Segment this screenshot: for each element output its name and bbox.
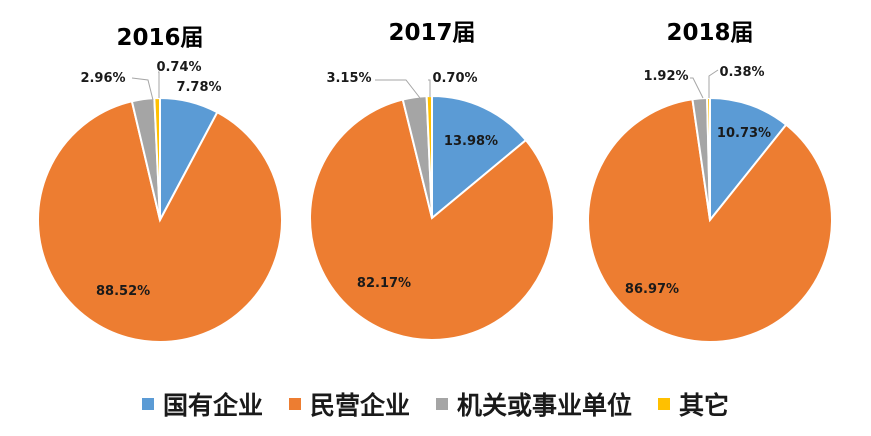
legend-item-government: 机关或事业单位 (436, 386, 632, 422)
leader-line-other (708, 69, 719, 98)
leader-line-government (375, 79, 421, 99)
legend-swatch-government (436, 398, 448, 410)
data-label-other: 0.38% (719, 65, 764, 80)
legend-swatch-other (658, 398, 671, 410)
leader-line-government (131, 77, 154, 101)
data-label-government: 1.92% (643, 69, 688, 84)
data-label-private: 86.97% (625, 282, 679, 297)
data-label-government: 3.15% (326, 71, 371, 86)
pie-chart-1: 2016届 7.78% 88.52% 2.96% 0.74% (37, 25, 283, 343)
data-label-other: 0.70% (432, 71, 477, 86)
leader-line-other (428, 79, 431, 97)
pie-slice-other (425, 94, 433, 219)
legend-item-other: 其它 (658, 386, 729, 422)
pie-slice-other (153, 96, 161, 221)
legend-label-other: 其它 (679, 391, 730, 420)
data-label-private: 88.52% (96, 284, 150, 299)
data-label-state-owned: 13.98% (444, 134, 498, 149)
legend-label-private: 民营企业 (309, 391, 410, 420)
pie-chart-2: 2017届 13.98% 82.17% 3.15% 0.70% (309, 20, 555, 341)
legend-swatch-private (288, 398, 301, 410)
chart-title: 2016届 (116, 25, 203, 51)
leader-line-other (158, 71, 160, 98)
data-label-state-owned: 7.78% (176, 80, 221, 95)
legend-swatch-state-owned (141, 398, 154, 410)
legend-label-state-owned: 国有企业 (162, 391, 263, 420)
data-label-government: 2.96% (80, 71, 125, 86)
legend-label-government: 机关或事业单位 (457, 391, 633, 420)
pie-chart-3: 2018届 10.73% 86.97% 1.92% 0.38% (587, 20, 833, 343)
pie-slice-private (309, 98, 555, 341)
pie-slice-private (37, 100, 283, 343)
data-label-private: 82.17% (357, 276, 411, 291)
leader-line-government (690, 77, 704, 99)
legend-item-state-owned: 国有企业 (141, 386, 263, 422)
pie-slice-private (587, 98, 833, 343)
chart-title: 2017届 (388, 20, 475, 46)
data-label-other: 0.74% (156, 60, 201, 75)
data-label-state-owned: 10.73% (717, 126, 771, 141)
legend: 国有企业 民营企业 机关或事业单位 其它 (0, 384, 871, 424)
pie-slice-other (706, 96, 711, 221)
legend-item-private: 民营企业 (288, 386, 410, 422)
pie-slice-state-owned (709, 96, 788, 223)
chart-title: 2018届 (666, 20, 753, 46)
pie-slice-state-owned (431, 94, 528, 221)
